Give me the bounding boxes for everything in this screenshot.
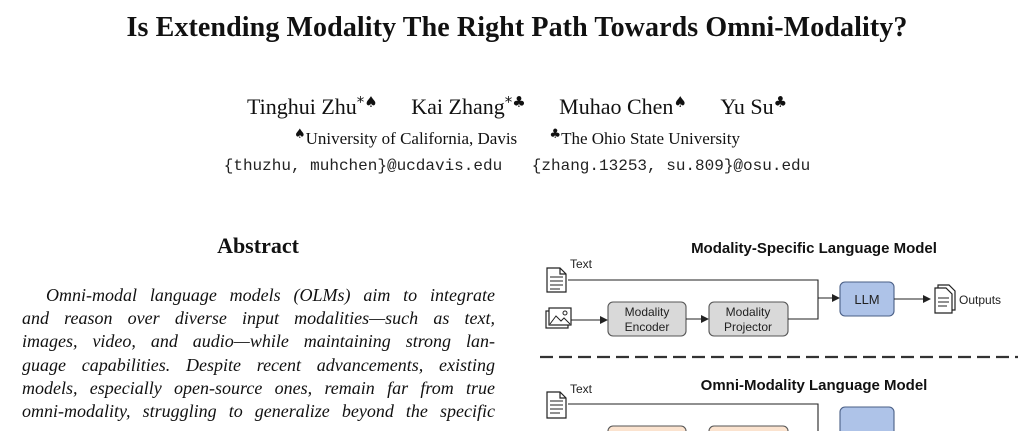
author-list: Tinghui Zhu*♠ Kai Zhang*♣ Muhao Chen♠ Yu… <box>0 93 1034 120</box>
modality-projector-label-line2: Projector <box>724 320 772 334</box>
affiliation-name: University of California, Davis <box>305 129 518 148</box>
abstract-line: models, especially open-source ones, rem… <box>22 377 495 398</box>
llm-label: LLM <box>854 292 879 307</box>
outputs-label: Outputs <box>959 293 1001 307</box>
document-icon <box>546 267 567 293</box>
encoder-box-bottom <box>607 425 687 431</box>
affiliation: ♣The Ohio State University <box>549 127 741 148</box>
text-input-label: Text <box>570 257 593 271</box>
email-list: {thuzhu, muhchen}@ucdavis.edu {zhang.132… <box>0 157 1034 175</box>
author-name: Kai Zhang <box>411 94 505 119</box>
author-marks: ♠ <box>673 93 687 111</box>
text-route-line <box>568 279 819 298</box>
affiliation: ♠University of California, Davis <box>293 127 518 148</box>
affiliation-name: The Ohio State University <box>561 129 741 148</box>
abstract-line: images, video, and audio—while maintaini… <box>22 331 495 352</box>
author: Kai Zhang*♣ <box>411 93 526 119</box>
abstract-body: Omni-modal language models (OLMs) aim to… <box>22 284 495 423</box>
outputs-document-icon <box>934 284 956 314</box>
author-marks: ♣ <box>773 93 788 111</box>
email-osu: {zhang.13253, su.809}@osu.edu <box>531 157 811 175</box>
abstract-line: guage capabilities. Despite recent advan… <box>22 354 495 375</box>
author-marks: *♠ <box>356 93 378 111</box>
projector-box-bottom <box>708 425 789 431</box>
abstract-line: Omni-modal language models (OLMs) aim to… <box>46 285 495 305</box>
author: Tinghui Zhu*♠ <box>246 93 378 119</box>
affiliation-mark: ♣ <box>549 127 562 142</box>
author: Muhao Chen♠ <box>559 93 687 119</box>
paper-title: Is Extending Modality The Right Path Tow… <box>126 12 908 43</box>
architecture-figure: Modality-Specific Language Model Text Mo… <box>540 240 1018 431</box>
projector-route-line <box>788 298 819 320</box>
author-name: Muhao Chen <box>559 94 674 119</box>
llm-box-bottom <box>839 406 895 431</box>
document-icon <box>546 391 567 419</box>
author: Yu Su♣ <box>720 93 788 119</box>
author-name: Tinghui Zhu <box>246 94 357 119</box>
modality-projector-label-line1: Modality <box>726 305 771 319</box>
email-ucdavis: {thuzhu, muhchen}@ucdavis.edu <box>223 157 503 175</box>
text-input-label-bottom: Text <box>570 382 593 396</box>
abstract-line: omni-modality, struggling to generalize … <box>22 401 495 422</box>
affiliation-list: ♠University of California, Davis ♣The Oh… <box>0 127 1034 149</box>
bottom-figure-title: Omni-Modality Language Model <box>701 377 928 394</box>
modality-encoder-label-line2: Encoder <box>625 320 670 334</box>
abstract-heading: Abstract <box>217 233 299 258</box>
author-marks: *♣ <box>504 93 526 111</box>
text-route-line-bottom <box>568 403 819 431</box>
image-icon <box>545 307 572 329</box>
abstract-line: and reason over diverse input modalities… <box>22 308 495 329</box>
affiliation-mark: ♠ <box>293 127 306 142</box>
author-name: Yu Su <box>720 94 774 119</box>
top-figure-title: Modality-Specific Language Model <box>691 240 937 257</box>
modality-encoder-label-line1: Modality <box>625 305 670 319</box>
